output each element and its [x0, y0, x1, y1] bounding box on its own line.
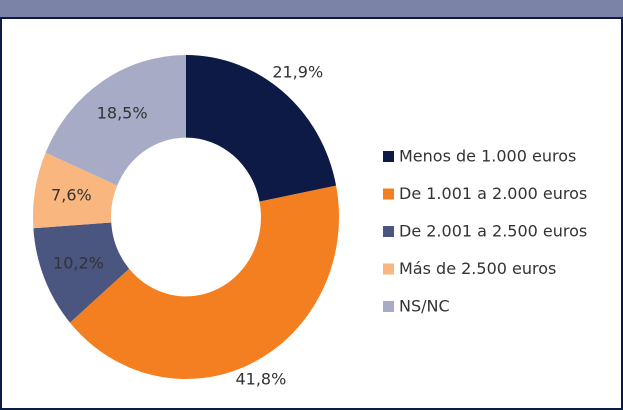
donut-slice [69, 185, 339, 380]
donut-slice [32, 152, 118, 229]
legend-label: De 1.001 a 2.000 euros [399, 184, 587, 203]
legend-swatch [383, 301, 394, 312]
data-label: 41,8% [235, 370, 286, 389]
legend-swatch [383, 226, 394, 237]
legend-swatch [383, 151, 394, 162]
donut-slice [45, 55, 186, 186]
legend-label: Menos de 1.000 euros [399, 147, 576, 166]
legend-label: Más de 2.500 euros [399, 259, 556, 278]
data-label: 18,5% [97, 104, 148, 123]
legend-label: De 2.001 a 2.500 euros [399, 222, 587, 241]
legend-swatch [383, 188, 394, 200]
data-label: 7,6% [51, 186, 92, 205]
data-label: 21,9% [272, 63, 323, 82]
donut-slice [186, 55, 337, 202]
legend-label: NS/NC [399, 297, 450, 316]
data-label: 10,2% [53, 253, 104, 272]
legend-swatch [383, 263, 394, 275]
header-bar [0, 0, 623, 18]
donut-slice [33, 222, 130, 323]
